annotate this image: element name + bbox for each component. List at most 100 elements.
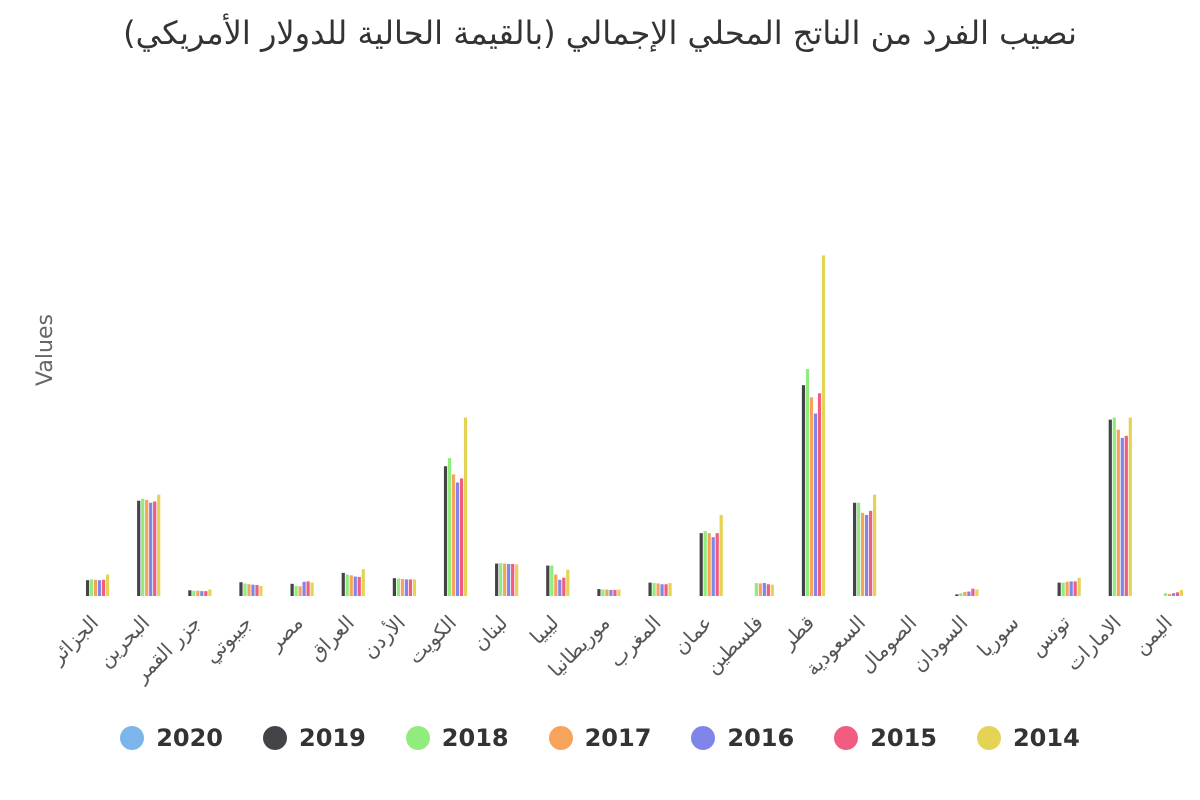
- bar-2014-8[interactable]: [515, 564, 519, 596]
- bar-2018-5[interactable]: [345, 574, 349, 596]
- bar-2017-1[interactable]: [145, 499, 149, 596]
- bar-2017-6[interactable]: [400, 578, 404, 596]
- bar-2019-14[interactable]: [801, 385, 806, 596]
- bar-2016-20[interactable]: [1120, 437, 1124, 596]
- bar-2019-9[interactable]: [546, 565, 550, 596]
- bar-2014-2[interactable]: [208, 589, 212, 596]
- bar-2016-15[interactable]: [865, 514, 869, 596]
- bar-2015-5[interactable]: [357, 576, 361, 596]
- bar-2017-3[interactable]: [247, 584, 251, 596]
- bar-2019-2[interactable]: [188, 590, 192, 596]
- bar-2017-14[interactable]: [809, 397, 814, 596]
- bar-2018-19[interactable]: [1061, 582, 1065, 596]
- bar-2014-6[interactable]: [412, 579, 416, 596]
- bar-2015-8[interactable]: [511, 563, 515, 596]
- bar-2017-13[interactable]: [758, 583, 762, 596]
- bar-2016-17[interactable]: [967, 591, 971, 596]
- bar-2017-8[interactable]: [503, 563, 507, 596]
- bar-2017-7[interactable]: [451, 474, 456, 596]
- bar-2014-13[interactable]: [770, 584, 774, 596]
- bar-2019-11[interactable]: [648, 582, 652, 596]
- bar-2014-19[interactable]: [1077, 577, 1081, 596]
- bar-2017-5[interactable]: [349, 575, 353, 596]
- bar-2019-8[interactable]: [495, 563, 499, 596]
- bar-2018-4[interactable]: [294, 585, 298, 596]
- bar-2019-3[interactable]: [239, 582, 243, 596]
- bar-2019-12[interactable]: [699, 533, 703, 596]
- bar-2018-10[interactable]: [601, 589, 605, 596]
- bar-2015-14[interactable]: [817, 393, 822, 596]
- bar-2015-15[interactable]: [869, 510, 873, 596]
- bar-2015-12[interactable]: [715, 533, 719, 596]
- bar-2016-7[interactable]: [455, 482, 460, 596]
- bar-2019-6[interactable]: [392, 578, 396, 596]
- bar-2016-2[interactable]: [200, 591, 204, 596]
- bar-2017-21[interactable]: [1167, 593, 1172, 596]
- bar-2018-14[interactable]: [805, 368, 810, 596]
- bar-2015-10[interactable]: [613, 589, 617, 596]
- bar-2015-9[interactable]: [562, 577, 566, 596]
- bar-2015-11[interactable]: [664, 584, 668, 596]
- bar-2016-19[interactable]: [1069, 581, 1073, 596]
- legend-item-2014[interactable]: 2014: [976, 724, 1080, 752]
- bar-2018-6[interactable]: [396, 578, 400, 596]
- bar-2016-8[interactable]: [507, 563, 511, 596]
- bar-2015-21[interactable]: [1175, 592, 1180, 596]
- bar-2017-9[interactable]: [554, 574, 558, 596]
- bar-2015-17[interactable]: [971, 588, 975, 596]
- bar-2015-1[interactable]: [153, 501, 157, 596]
- bar-2017-17[interactable]: [963, 591, 967, 596]
- bar-2016-0[interactable]: [97, 580, 102, 596]
- bar-2016-12[interactable]: [711, 537, 715, 596]
- bar-2019-4[interactable]: [290, 583, 294, 596]
- legend-item-2016[interactable]: 2016: [691, 724, 794, 752]
- bar-2017-20[interactable]: [1116, 429, 1120, 596]
- bar-2018-11[interactable]: [652, 583, 656, 596]
- bar-2014-1[interactable]: [157, 494, 161, 596]
- bar-2014-10[interactable]: [617, 589, 621, 596]
- bar-2016-5[interactable]: [353, 576, 357, 596]
- bar-2017-4[interactable]: [298, 586, 302, 596]
- bar-2019-0[interactable]: [85, 580, 90, 596]
- bar-2015-0[interactable]: [101, 579, 106, 596]
- bar-2019-7[interactable]: [443, 466, 448, 596]
- bar-2018-20[interactable]: [1112, 417, 1116, 596]
- legend-item-2017[interactable]: 2017: [548, 724, 651, 752]
- bar-2014-20[interactable]: [1128, 417, 1132, 596]
- bar-2014-0[interactable]: [105, 574, 110, 596]
- bar-2019-5[interactable]: [341, 572, 345, 596]
- bar-2016-10[interactable]: [609, 589, 613, 596]
- bar-2017-10[interactable]: [605, 589, 609, 596]
- bar-2016-14[interactable]: [813, 413, 818, 596]
- bar-2016-9[interactable]: [558, 579, 562, 596]
- bar-2018-2[interactable]: [192, 590, 196, 596]
- bar-2014-15[interactable]: [873, 494, 877, 596]
- bar-2018-12[interactable]: [703, 531, 707, 596]
- bar-2015-20[interactable]: [1124, 435, 1128, 596]
- bar-2017-19[interactable]: [1065, 581, 1069, 596]
- bar-2014-17[interactable]: [975, 589, 979, 596]
- bar-2014-9[interactable]: [566, 569, 570, 596]
- bar-2016-4[interactable]: [302, 581, 306, 596]
- bar-2015-4[interactable]: [306, 581, 310, 596]
- legend-item-2015[interactable]: 2015: [834, 724, 937, 752]
- bar-2017-12[interactable]: [707, 533, 711, 596]
- bar-2018-0[interactable]: [89, 579, 94, 596]
- bar-2014-11[interactable]: [668, 583, 672, 596]
- bar-2017-15[interactable]: [861, 512, 865, 596]
- legend-item-2018[interactable]: 2018: [405, 724, 509, 752]
- legend-item-2019[interactable]: 2019: [263, 724, 366, 752]
- bar-2019-19[interactable]: [1057, 582, 1061, 596]
- legend-item-2020[interactable]: 2020: [120, 724, 223, 752]
- bar-2014-7[interactable]: [463, 417, 468, 596]
- bar-2019-10[interactable]: [597, 589, 601, 596]
- bar-2019-17[interactable]: [955, 594, 959, 596]
- bar-2019-15[interactable]: [853, 502, 857, 596]
- bar-2015-19[interactable]: [1073, 581, 1077, 596]
- bar-2014-4[interactable]: [310, 582, 314, 596]
- bar-2017-11[interactable]: [656, 583, 660, 596]
- bar-2016-13[interactable]: [762, 583, 766, 596]
- bar-2018-1[interactable]: [141, 498, 145, 596]
- bar-2014-3[interactable]: [259, 585, 263, 596]
- bar-2018-21[interactable]: [1163, 593, 1168, 596]
